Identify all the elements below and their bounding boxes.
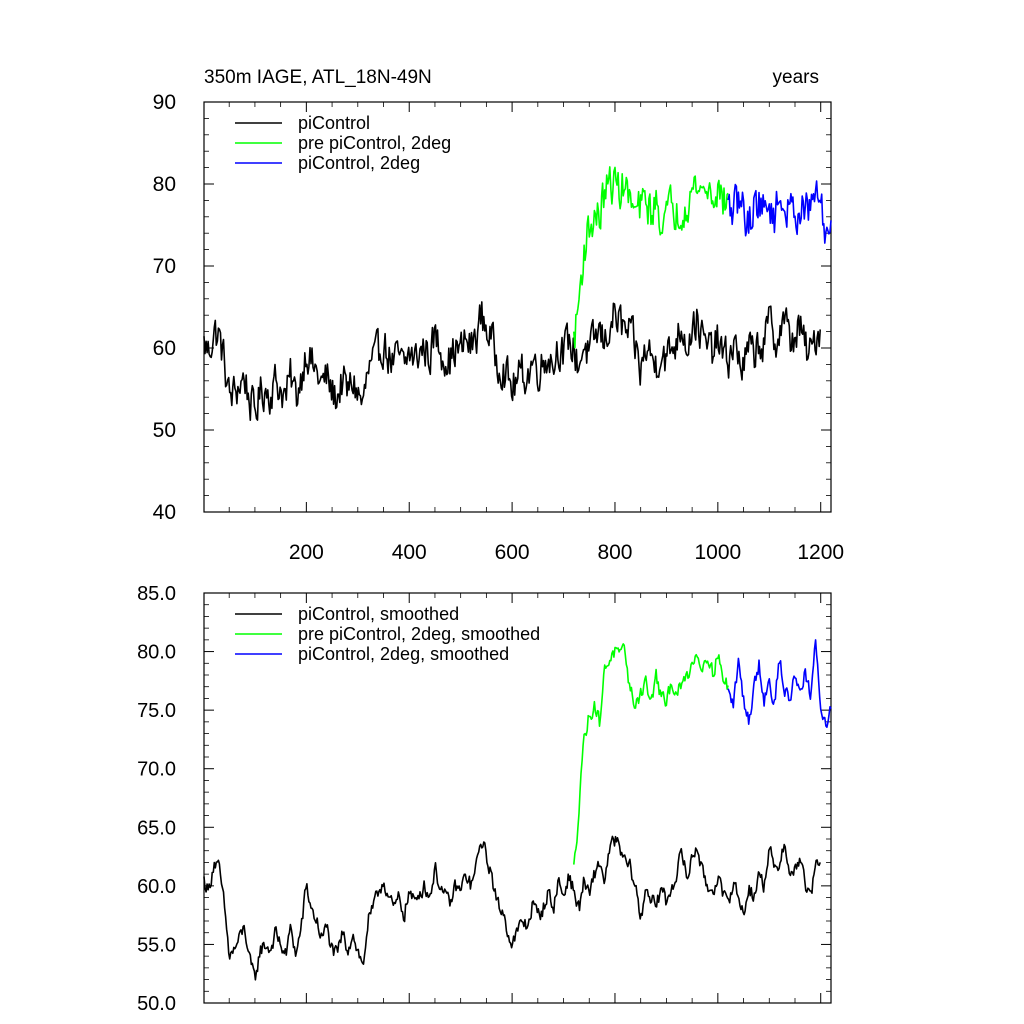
- y-tick-label: 85.0: [137, 583, 176, 605]
- chart-units: years: [773, 67, 819, 88]
- y-tick-label: 70.0: [137, 759, 176, 781]
- y-tick-label: 40: [153, 501, 176, 524]
- x-tick-label: 200: [289, 541, 324, 564]
- legend-label-picontrol-2deg-smoothed: piControl, 2deg, smoothed: [298, 644, 509, 664]
- top-panel-chart: 200 400 600 800 1000 1200 40 50 60 70 80 90 piContro…: [153, 91, 844, 564]
- series-line-pre-picontrol-2deg-smoothed: [573, 643, 729, 865]
- y-tick-label: 50.0: [137, 993, 176, 1015]
- x-tick-label: 800: [597, 541, 632, 564]
- series-line-picontrol-smoothed: [203, 835, 821, 981]
- y-tick-label: 65.0: [137, 817, 176, 839]
- y-tick-label: 70: [153, 255, 176, 278]
- legend-label-picontrol-2deg: piControl, 2deg: [298, 153, 420, 173]
- y-tick-label: 80: [153, 173, 176, 196]
- legend-label-picontrol-smoothed: piControl, smoothed: [298, 604, 459, 624]
- x-tick-label: 600: [495, 541, 530, 564]
- y-tick-label: 80.0: [137, 642, 176, 664]
- chart-title: 350m IAGE, ATL_18N-49N: [204, 67, 432, 88]
- legend-label-pre-picontrol-2deg-smoothed: pre piControl, 2deg, smoothed: [298, 624, 540, 644]
- series-line-picontrol: [203, 301, 821, 422]
- plot-frame: [203, 101, 832, 513]
- series-line-picontrol-2deg: [727, 180, 832, 244]
- legend-label-pre-picontrol-2deg: pre piControl, 2deg: [298, 133, 451, 153]
- x-tick-label: 1000: [694, 541, 741, 564]
- x-tick-label: 400: [392, 541, 427, 564]
- y-tick-label: 60: [153, 337, 176, 360]
- x-tick-label: 1200: [797, 541, 844, 564]
- plot-frame: [203, 592, 832, 1004]
- y-tick-label: 55.0: [137, 934, 176, 956]
- y-tick-label: 90: [153, 91, 176, 114]
- series-line-picontrol-2deg-smoothed: [727, 639, 832, 729]
- y-tick-label: 50: [153, 419, 176, 442]
- y-tick-label: 60.0: [137, 876, 176, 898]
- y-tick-label: 75.0: [137, 700, 176, 722]
- bottom-panel-chart: 50.0 55.0 60.0 65.0 70.0 75.0 80.0 85.0 piContro…: [137, 583, 832, 1015]
- legend-label-picontrol: piControl: [298, 113, 370, 133]
- series-line-pre-picontrol-2deg: [573, 166, 729, 349]
